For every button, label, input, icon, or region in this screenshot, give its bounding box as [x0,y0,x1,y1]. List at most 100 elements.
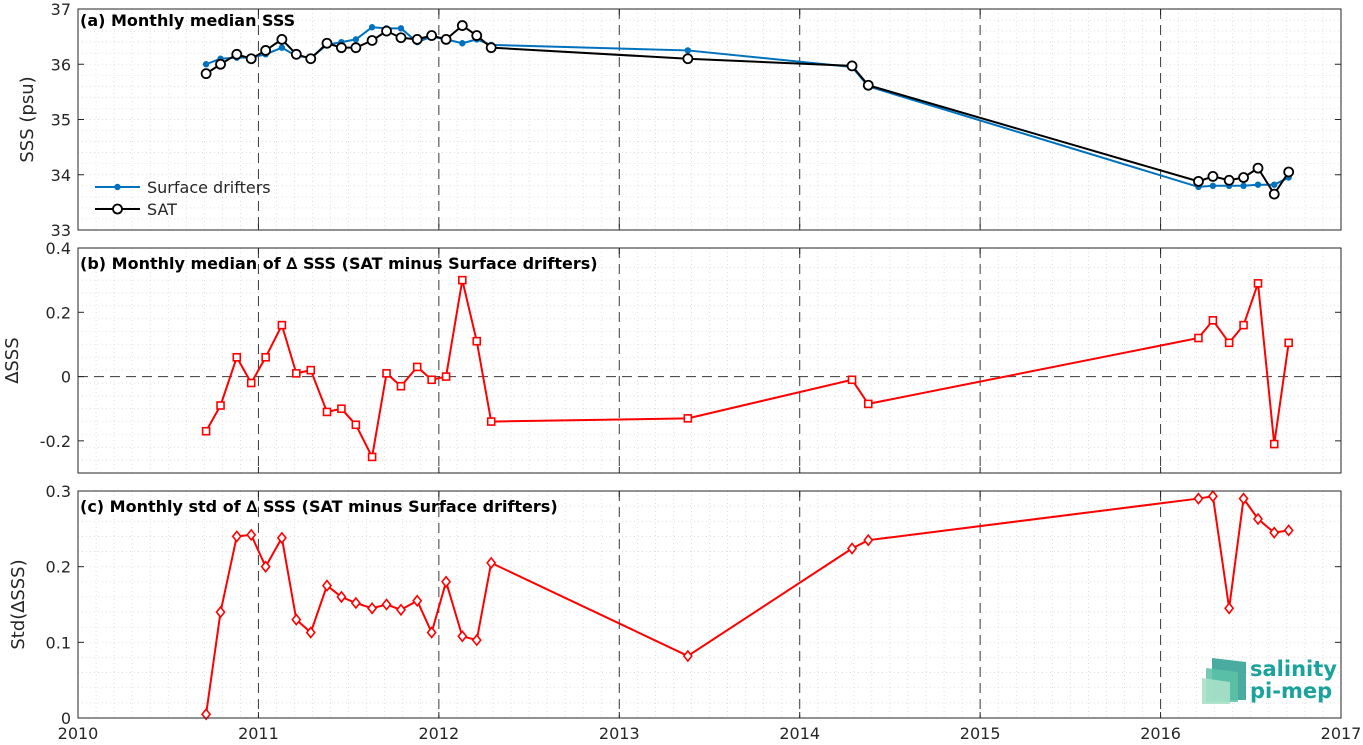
data-point [682,53,694,65]
data-point [366,35,378,46]
x-tick-label: 2010 [58,724,99,743]
logo-wave-front [1202,678,1230,704]
data-point [472,336,482,346]
data-point [352,36,360,43]
panel-b-series [201,275,1293,462]
data-point [350,596,361,610]
series-line-delta [205,495,1289,715]
data-point [202,61,210,68]
data-point [215,58,226,70]
data-point [231,530,242,543]
data-point [260,45,272,56]
data-point [1224,602,1235,615]
panel-b-frame [77,247,1342,474]
data-point [459,40,466,47]
data-point [246,378,256,388]
data-point [1194,333,1203,343]
data-point [276,33,288,45]
data-point [277,320,287,330]
data-point [337,404,346,414]
data-point [1238,172,1249,183]
data-point [351,420,361,430]
data-point [1269,439,1279,449]
panel-a-series [200,20,1295,200]
panel-c-series [201,490,1294,721]
legend-label-sat: SAT [147,200,177,219]
data-point [381,25,392,37]
panel-c-yticks: 0 0.1 0.2 0.3 [46,482,1341,728]
data-point [863,399,873,409]
y-tick-label: -0.2 [40,432,71,451]
data-point [684,47,692,54]
data-point [1240,182,1247,189]
data-point [215,605,226,619]
x-tick-label: 2017 [1321,724,1362,743]
data-point [471,30,483,41]
panel-a-ylabel: SSS (psu) [17,76,38,162]
panel-c: 0 0.1 0.2 0.3 Std(∆SSS) (c) Monthly std of … [8,482,1361,743]
panel-c-xticks: 2010 2011 2012 2013 2014 2015 2016 2017 [58,724,1362,743]
x-tick-label: 2013 [599,724,640,743]
panel-a-yticks: 33 34 35 36 37 [51,0,1341,240]
data-point [261,352,270,362]
data-point [396,381,406,391]
data-point [456,20,468,31]
data-point [1254,181,1262,188]
x-tick-label: 2015 [960,724,1001,743]
y-tick-label: 0 [61,368,71,387]
panel-c-ylabel: Std(∆SSS) [8,559,29,649]
y-tick-label: 34 [51,166,71,185]
legend-marker-surface-drifters [114,183,121,191]
data-point [322,407,332,417]
data-point [201,426,211,436]
data-point [1253,279,1263,288]
data-point [1271,181,1278,188]
data-point [412,594,423,607]
panel-a: 33 34 35 36 37 SSS (psu) (a) Monthly median … [17,0,1342,240]
panel-a-title: (a) Monthly median SSS [80,11,295,30]
data-point [1193,175,1204,187]
data-point [200,68,212,80]
data-point [321,37,333,49]
x-tick-label: 2011 [238,724,279,743]
y-tick-label: 0.3 [46,482,71,501]
data-point [245,53,257,65]
data-point [336,590,347,604]
data-point [216,401,225,410]
data-point [426,30,438,41]
data-point [1207,171,1219,182]
data-point [292,369,301,378]
panel-c-title: (c) Monthly std of ∆ SSS (SAT minus Surf… [80,497,558,516]
data-point [1239,320,1248,330]
data-point [246,528,257,542]
data-point [1268,188,1280,200]
data-point [1208,316,1218,325]
data-point [847,375,857,385]
data-point [1238,492,1249,505]
data-point [306,365,316,375]
x-tick-label: 2012 [418,724,459,743]
data-point [290,48,302,60]
y-tick-label: 36 [51,55,71,74]
data-point [231,48,243,60]
y-tick-label: 0.1 [46,633,71,652]
data-point [381,598,392,611]
data-point [1252,512,1264,526]
data-point [305,53,317,65]
x-tick-label: 2016 [1140,724,1181,743]
data-point [276,531,287,545]
data-point [411,33,423,45]
data-point [1269,526,1280,539]
data-point [1224,338,1234,348]
data-point [847,542,858,555]
data-point [471,633,482,647]
panel-c-frame [77,490,1342,719]
data-point [457,629,468,643]
data-point [427,375,436,385]
data-point [321,579,333,592]
data-point [1284,338,1293,348]
y-tick-label: 35 [51,111,71,130]
data-point [367,452,377,462]
data-point [367,602,378,615]
